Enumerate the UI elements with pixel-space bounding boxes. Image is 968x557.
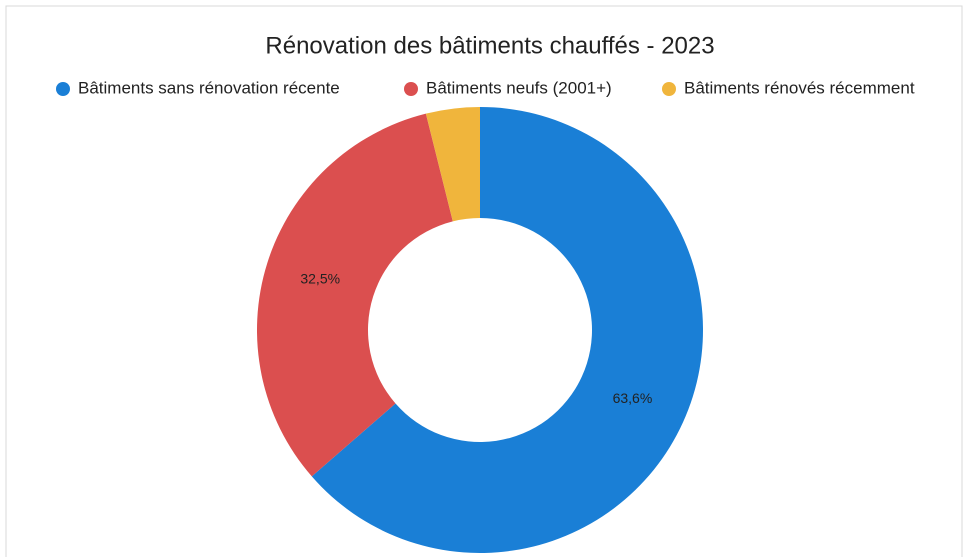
data-label: 63,6% xyxy=(613,390,653,406)
donut-slice xyxy=(425,107,480,222)
chart-title: Rénovation des bâtiments chauffés - 2023 xyxy=(265,32,714,59)
legend-label: Bâtiments rénovés récemment xyxy=(684,78,915,97)
legend-marker xyxy=(404,82,418,96)
donut-slice xyxy=(256,113,453,477)
data-label: 32,5% xyxy=(300,270,340,286)
legend-label: Bâtiments neufs (2001+) xyxy=(426,78,612,97)
legend-marker xyxy=(662,82,676,96)
legend-marker xyxy=(56,82,70,96)
donut-slice xyxy=(311,107,703,553)
legend-label: Bâtiments sans rénovation récente xyxy=(78,78,340,97)
